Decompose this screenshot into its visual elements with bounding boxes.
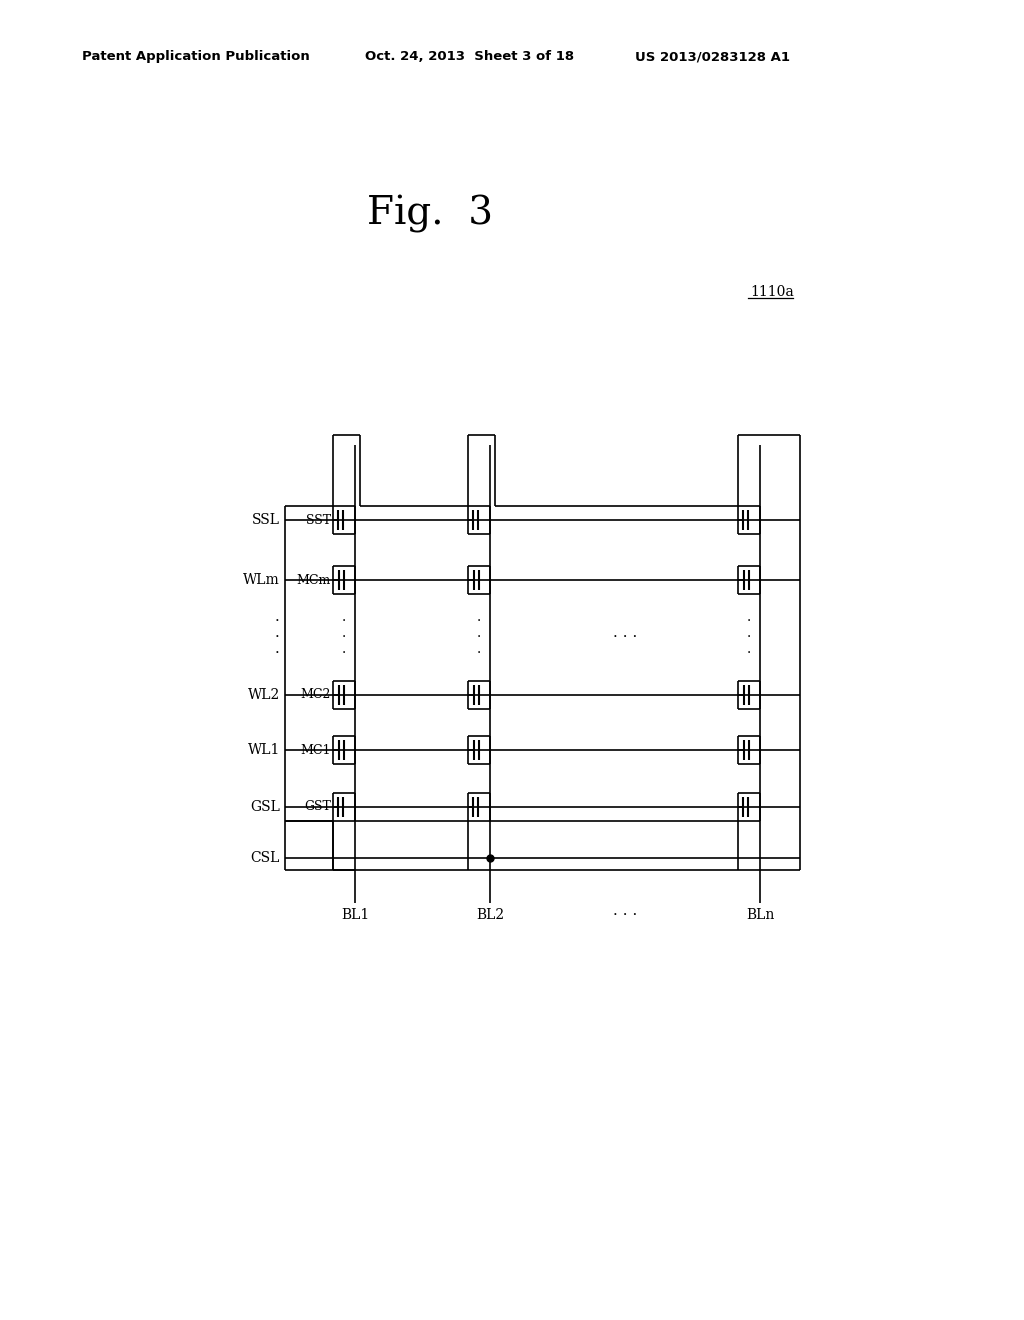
Text: SST: SST — [306, 513, 331, 527]
Text: 1110a: 1110a — [750, 285, 794, 300]
Text: · · ·: · · · — [612, 630, 637, 644]
Text: BL2: BL2 — [476, 908, 504, 921]
Text: ·
·
·: · · · — [342, 614, 346, 660]
Text: CSL: CSL — [251, 851, 280, 865]
Text: WL2: WL2 — [248, 688, 280, 702]
Text: ·
·
·: · · · — [746, 614, 752, 660]
Text: ·
·
·: · · · — [275, 614, 280, 660]
Text: Patent Application Publication: Patent Application Publication — [82, 50, 309, 63]
Text: WL1: WL1 — [248, 743, 280, 756]
Text: MC2: MC2 — [301, 689, 331, 701]
Text: MC1: MC1 — [300, 743, 331, 756]
Text: MCm: MCm — [297, 573, 331, 586]
Text: BLn: BLn — [745, 908, 774, 921]
Text: ·
·
·: · · · — [477, 614, 481, 660]
Text: BL1: BL1 — [341, 908, 369, 921]
Text: · · ·: · · · — [612, 908, 637, 921]
Text: US 2013/0283128 A1: US 2013/0283128 A1 — [635, 50, 790, 63]
Text: GST: GST — [304, 800, 331, 813]
Text: SSL: SSL — [252, 513, 280, 527]
Text: GSL: GSL — [250, 800, 280, 814]
Text: WLm: WLm — [244, 573, 280, 587]
Text: Oct. 24, 2013  Sheet 3 of 18: Oct. 24, 2013 Sheet 3 of 18 — [365, 50, 574, 63]
Text: Fig.  3: Fig. 3 — [367, 195, 493, 234]
